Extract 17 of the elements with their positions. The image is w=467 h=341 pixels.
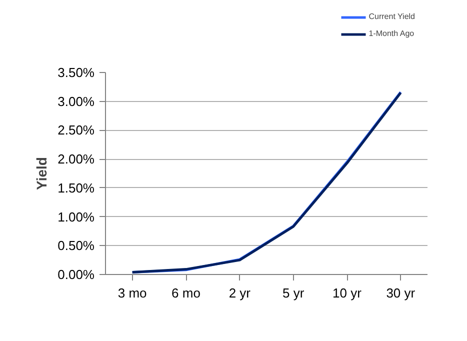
y-axis-title: Yield: [34, 157, 50, 190]
y-tick-label: 3.50%: [58, 65, 95, 80]
x-tick-label: 3 mo: [118, 286, 147, 300]
x-tick-label: 5 yr: [282, 286, 305, 300]
x-tick-label: 2 yr: [228, 286, 252, 300]
y-tick-label: 0.00%: [58, 267, 95, 282]
x-tick-label: 6 mo: [172, 286, 200, 300]
y-tick-label: 0.50%: [58, 238, 95, 254]
y-tick-label: 1.00%: [58, 209, 95, 224]
legend-label: 1-Month Ago: [368, 29, 414, 38]
y-tick-label: 2.00%: [58, 152, 95, 167]
x-tick-label: 30 yr: [386, 286, 416, 300]
x-tick-label: 10 yr: [332, 286, 362, 300]
y-tick-label: 3.00%: [58, 94, 95, 109]
y-tick-label: 2.50%: [58, 122, 95, 138]
y-tick-label: 1.50%: [58, 180, 95, 196]
legend-label: Current Yield: [368, 12, 415, 21]
